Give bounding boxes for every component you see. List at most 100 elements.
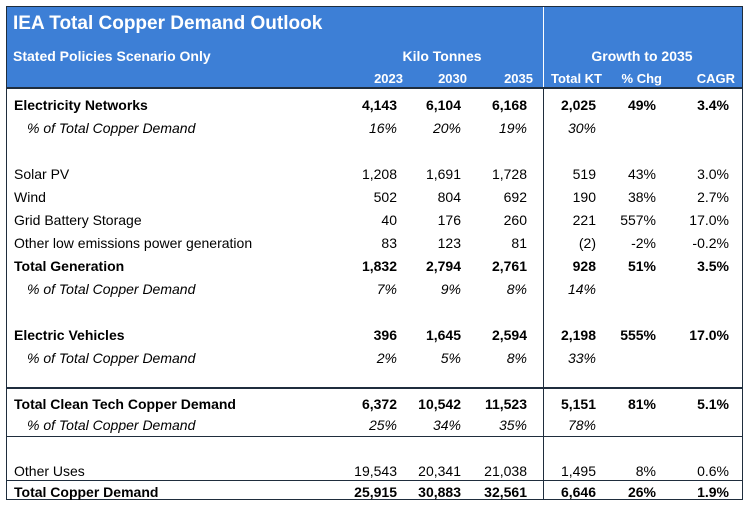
- cell-2030: 2,794: [425, 258, 461, 274]
- cell-2023: 40: [381, 212, 397, 228]
- cell-2023: 1,832: [361, 258, 397, 274]
- col-header-pct-chg: % Chg: [621, 71, 662, 86]
- table-row: Other low emissions power generation 83 12…: [7, 232, 742, 254]
- scenario-subtitle: Stated Policies Scenario Only: [13, 48, 211, 64]
- group-header-growth: Growth to 2035: [591, 48, 693, 64]
- table-row: Wind 502 804 692 190 38% 2.7%: [7, 186, 742, 208]
- table-row: Total Clean Tech Copper Demand 6,372 10,54…: [7, 393, 742, 415]
- table-row: Total Copper Demand 25,915 30,883 32,561 6,6…: [7, 481, 742, 503]
- cell-cagr: 3.5%: [697, 258, 729, 274]
- row-solar-pv-label: Solar PV: [14, 166, 70, 182]
- table-row: Total Generation 1,832 2,794 2,761 928 51% 3.5…: [7, 255, 742, 277]
- row-total-copper-demand-label: Total Copper Demand: [14, 484, 159, 500]
- header-divider: [543, 7, 544, 87]
- cell-2030: 20%: [432, 120, 461, 136]
- cell-2035: 19%: [498, 120, 527, 136]
- cell-2035: 35%: [498, 417, 527, 433]
- cell-pct-chg: -2%: [631, 235, 656, 251]
- cell-2023: 396: [373, 327, 397, 343]
- cell-cagr: 0.6%: [697, 463, 729, 479]
- row-total-generation-label: Total Generation: [14, 258, 125, 274]
- table-row: % of Total Copper Demand 25% 34% 35% 78%: [7, 414, 742, 436]
- cell-total-kt: 78%: [567, 417, 596, 433]
- cell-2030: 1,691: [425, 166, 461, 182]
- cell-2030: 1,645: [425, 327, 461, 343]
- cell-2035: 260: [503, 212, 527, 228]
- cell-2023: 25,915: [354, 484, 397, 500]
- cell-total-kt: 30%: [567, 120, 596, 136]
- col-header-2023: 2023: [374, 71, 403, 86]
- cell-total-kt: 928: [572, 258, 596, 274]
- cell-2035: 1,728: [491, 166, 527, 182]
- cell-2023: 25%: [368, 417, 397, 433]
- cell-total-kt: 190: [572, 189, 596, 205]
- table-row: Grid Battery Storage 40 176 260 221 557% 17.0%: [7, 209, 742, 231]
- cell-2023: 83: [381, 235, 397, 251]
- cell-2035: 81: [511, 235, 527, 251]
- cell-2023: 7%: [376, 281, 397, 297]
- cell-2035: 8%: [506, 350, 527, 366]
- cell-2035: 692: [503, 189, 527, 205]
- table-header: IEA Total Copper Demand Outlook Stated P…: [7, 7, 742, 87]
- cell-pct-chg: 43%: [627, 166, 656, 182]
- table-row: % of Total Copper Demand 7% 9% 8% 14%: [7, 278, 742, 300]
- cell-2030: 123: [437, 235, 461, 251]
- cell-2023: 1,208: [361, 166, 397, 182]
- cell-2035: 2,761: [491, 258, 527, 274]
- cell-2035: 11,523: [484, 396, 527, 412]
- row-total-clean-tech-pct-label: % of Total Copper Demand: [27, 417, 196, 433]
- cell-total-kt: 2,025: [560, 97, 596, 113]
- cell-2030: 804: [437, 189, 461, 205]
- cell-2030: 10,542: [418, 396, 461, 412]
- col-header-2030: 2030: [438, 71, 467, 86]
- cell-cagr: 1.9%: [697, 484, 729, 500]
- cell-cagr: 3.0%: [697, 166, 729, 182]
- col-header-2035: 2035: [504, 71, 533, 86]
- cell-pct-chg: 555%: [620, 327, 656, 343]
- cell-2035: 6,168: [491, 97, 527, 113]
- group-header-kilo-tonnes: Kilo Tonnes: [402, 48, 482, 64]
- rule-other-uses: [7, 436, 742, 437]
- row-other-uses-label: Other Uses: [14, 463, 85, 479]
- cell-2030: 20,341: [418, 463, 461, 479]
- cell-total-kt: 1,495: [560, 463, 596, 479]
- copper-demand-table: IEA Total Copper Demand Outlook Stated P…: [6, 6, 743, 500]
- cell-2035: 32,561: [484, 484, 527, 500]
- cell-2035: 8%: [506, 281, 527, 297]
- cell-cagr: 17.0%: [689, 327, 729, 343]
- row-other-low-emissions-label: Other low emissions power generation: [14, 235, 253, 251]
- row-electricity-networks-pct-label: % of Total Copper Demand: [27, 120, 196, 136]
- cell-total-kt: 6,646: [560, 484, 596, 500]
- cell-pct-chg: 38%: [627, 189, 656, 205]
- cell-2023: 2%: [376, 350, 397, 366]
- row-total-generation-pct-label: % of Total Copper Demand: [27, 281, 196, 297]
- cell-cagr: -0.2%: [692, 235, 729, 251]
- cell-total-kt: 519: [572, 166, 596, 182]
- table-row: Electric Vehicles 396 1,645 2,594 2,198 555% 1…: [7, 324, 742, 346]
- cell-cagr: 3.4%: [697, 97, 729, 113]
- cell-2023: 502: [373, 189, 397, 205]
- cell-2030: 5%: [440, 350, 461, 366]
- row-electric-vehicles-label: Electric Vehicles: [14, 327, 125, 343]
- cell-2023: 4,143: [361, 97, 397, 113]
- rule-clean-tech: [7, 387, 742, 389]
- col-header-total-kt: Total KT: [550, 71, 602, 86]
- col-header-cagr: CAGR: [696, 71, 735, 86]
- table-title: IEA Total Copper Demand Outlook: [13, 13, 323, 34]
- cell-pct-chg: 49%: [627, 97, 656, 113]
- cell-total-kt: 33%: [567, 350, 596, 366]
- cell-2030: 176: [437, 212, 461, 228]
- cell-2030: 30,883: [418, 484, 461, 500]
- row-wind-label: Wind: [14, 189, 46, 205]
- cell-2023: 19,543: [354, 463, 397, 479]
- table-row: Solar PV 1,208 1,691 1,728 519 43% 3.0%: [7, 163, 742, 185]
- cell-2035: 21,038: [484, 463, 527, 479]
- cell-2030: 6,104: [425, 97, 461, 113]
- cell-total-kt: 221: [572, 212, 596, 228]
- cell-2023: 16%: [368, 120, 397, 136]
- cell-cagr: 17.0%: [689, 212, 729, 228]
- cell-2035: 2,594: [491, 327, 527, 343]
- row-grid-battery-storage-label: Grid Battery Storage: [14, 212, 142, 228]
- cell-total-kt: 14%: [567, 281, 596, 297]
- cell-pct-chg: 8%: [635, 463, 656, 479]
